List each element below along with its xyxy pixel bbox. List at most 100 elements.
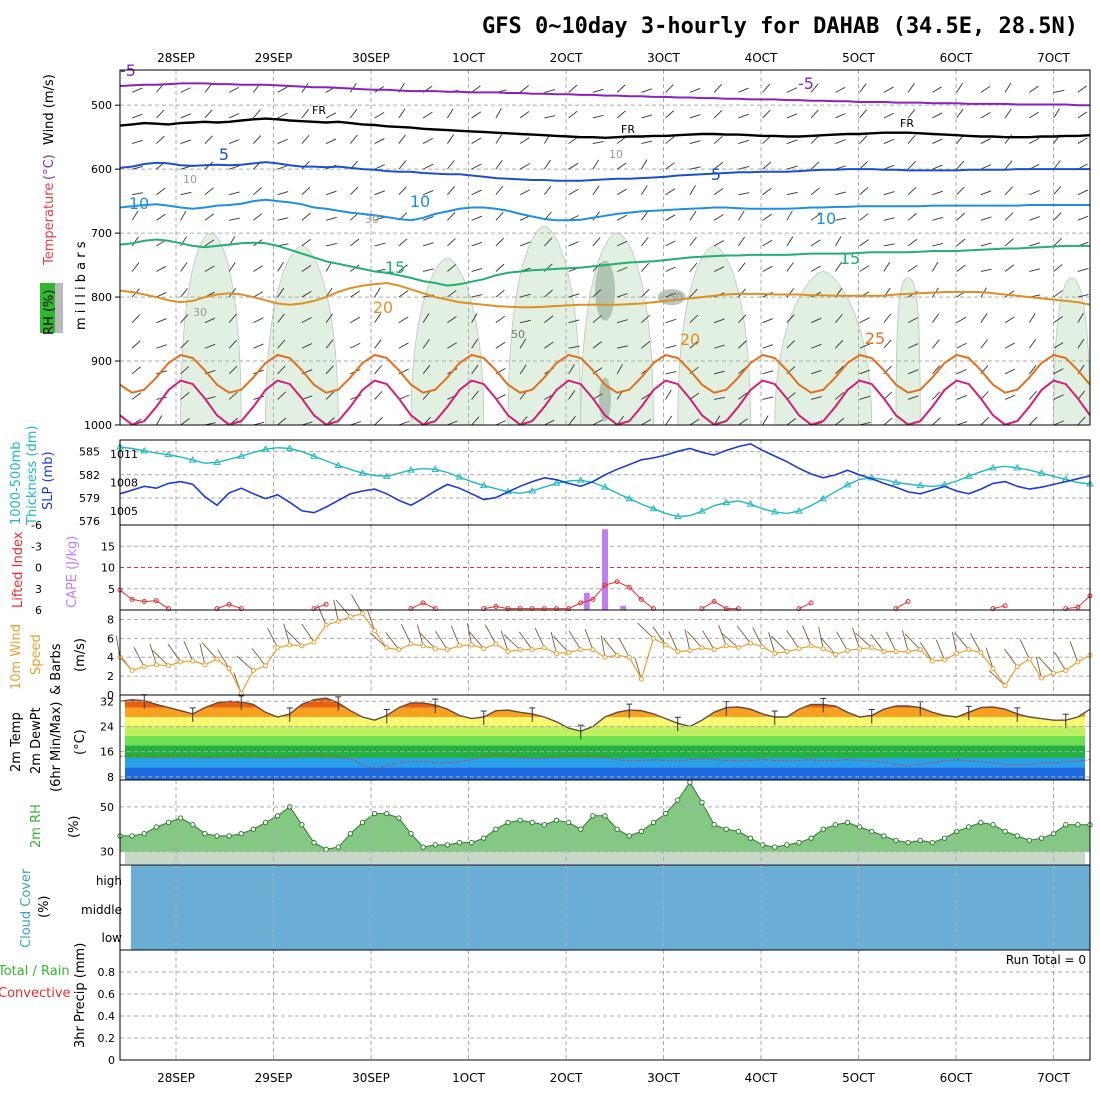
upper-wind-barb (325, 391, 335, 400)
upper-wind-barb (325, 365, 334, 375)
upper-wind-barb (689, 262, 698, 272)
wind-speed-marker (444, 647, 450, 653)
upper-wind-barb (665, 214, 676, 221)
lifted-index-line (1065, 595, 1091, 610)
upper-wind-barb (471, 189, 482, 196)
upper-wind-barb (859, 187, 869, 196)
wind-speed-marker (250, 667, 256, 673)
cape-ylabel: CAPE (J/kg) (65, 536, 80, 608)
top-date-label: 2OCT (550, 51, 583, 65)
upper-wind-barb (835, 191, 847, 196)
wind-speed-marker (505, 649, 511, 655)
thickness-marker (479, 481, 488, 489)
rh-tick-label: 50 (100, 801, 114, 814)
upper-wind-barb (592, 393, 603, 400)
upper-wind-barb (204, 396, 216, 400)
precip-tick-label: 0.2 (98, 1032, 116, 1045)
wind-speed-marker (760, 644, 766, 650)
upper-wind-barb (228, 113, 240, 119)
upper-wind-barb (907, 343, 919, 349)
upper-wind-barb (398, 160, 407, 170)
upper-wind-barb (786, 288, 795, 298)
cape-bar (620, 605, 627, 610)
precip-total-rain-label: Total / Rain (0, 964, 70, 979)
wind-speed-marker (190, 658, 196, 664)
thickness-slp-panel: 585 582 579 576 1011 1008 1005 1000-500mb Thic… (9, 426, 1094, 528)
contour-label: 10 (410, 192, 430, 211)
wind-speed-marker (687, 648, 693, 654)
upper-wind-barb (932, 164, 943, 170)
upper-wind-barb (1053, 264, 1063, 272)
upper-wind-barb (325, 112, 337, 119)
surface-wind-barb (351, 594, 363, 615)
surface-wind-barb (333, 599, 339, 622)
cloud-level-high: high (96, 874, 122, 888)
upper-wind-barb (932, 86, 943, 93)
upper-wind-barb (907, 109, 916, 119)
upper-wind-barb (786, 236, 794, 247)
temp-tick-label: 8 (107, 771, 114, 784)
contour-label: 20 (373, 298, 393, 317)
surface-wind-barb (469, 631, 485, 650)
lifted-index-marker (578, 600, 584, 606)
temp-band (125, 726, 1085, 736)
upper-wind-barb (156, 83, 164, 93)
lifted-index-marker (711, 599, 717, 604)
upper-wind-barb (1029, 242, 1041, 247)
upper-wind-barb (762, 109, 771, 119)
upper-wind-barb (859, 317, 870, 324)
rh-marker (978, 819, 984, 826)
rh-marker (602, 813, 608, 819)
surface-wind-barb (251, 648, 266, 666)
upper-wind-barb (665, 318, 677, 324)
rh-marker (323, 846, 329, 853)
upper-wind-barb (253, 213, 263, 221)
upper-wind-barb (907, 238, 918, 247)
upper-wind-barb (738, 87, 749, 93)
contour-label: 30 (193, 306, 207, 319)
upper-wind-barb (786, 191, 798, 196)
surface-wind-barb (721, 633, 739, 649)
rh-shade (895, 277, 921, 426)
upper-wind-barb (665, 266, 676, 272)
upper-wind-barb (398, 238, 408, 247)
upper-wind-barb (859, 343, 870, 349)
pressure-tick-label: 1000 (84, 419, 112, 432)
surface-wind-barb (236, 655, 254, 671)
upper-wind-barb (907, 369, 919, 375)
wind-speed-marker (772, 650, 778, 656)
surface-wind-barb (416, 624, 424, 647)
cape-li-panel: -6 -3 0 3 6 15 10 5 Lifted Index CAPE (J/kg) (11, 519, 1093, 617)
upper-wind-barb (883, 138, 895, 144)
upper-wind-barb (447, 186, 455, 196)
upper-wind-barb (325, 138, 337, 144)
upper-wind-barb (204, 317, 216, 324)
contour-label: 30 (669, 291, 683, 304)
wind-speed-marker (263, 663, 268, 669)
wind-speed-marker (699, 645, 705, 651)
top-date-label: 30SEP (352, 51, 390, 65)
upper-wind-barb (471, 294, 483, 298)
upper-wind-barb (398, 342, 409, 349)
rh-marker (408, 830, 414, 837)
upper-wind-barb (689, 210, 697, 221)
upper-wind-barb (956, 186, 965, 196)
upper-wind-barb (980, 216, 992, 221)
thickness-marker (867, 473, 876, 481)
rh-marker (226, 833, 232, 839)
upper-wind-barb (810, 239, 821, 247)
thickness-marker (140, 446, 149, 454)
upper-wind-barb (156, 109, 165, 119)
upper-wind-barb (1077, 137, 1088, 144)
upper-wind-barb (713, 136, 723, 144)
thickness-marker (673, 512, 682, 519)
surface-wind-barb (267, 627, 279, 648)
top-date-label: 1OCT (452, 51, 485, 65)
upper-wind-barb (350, 316, 361, 324)
thickness-tick-label: 579 (79, 492, 100, 505)
wind-speed-marker (857, 646, 863, 652)
rh-marker (941, 835, 948, 841)
upper-wind-barb (1053, 89, 1065, 93)
lifted-index-line (410, 602, 436, 610)
upper-wind-barb (592, 237, 601, 247)
